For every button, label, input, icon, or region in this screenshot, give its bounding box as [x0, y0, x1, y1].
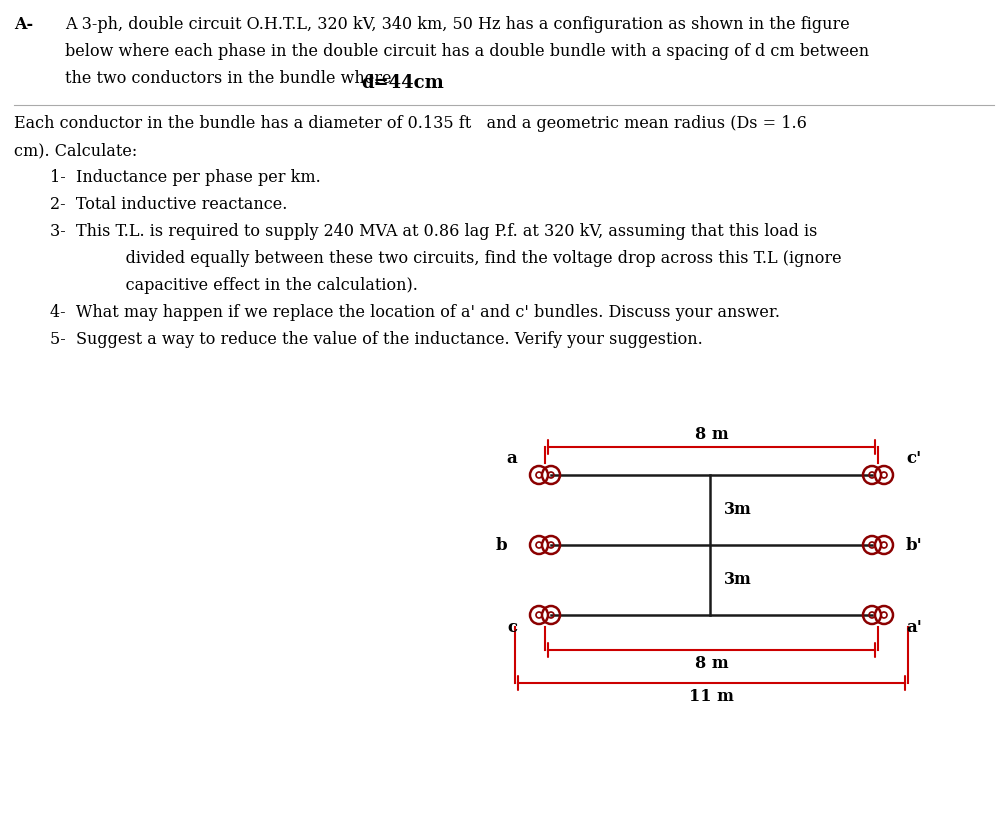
Text: 1-  Inductance per phase per km.: 1- Inductance per phase per km. [50, 169, 321, 186]
Text: 8 m: 8 m [695, 426, 729, 443]
Text: c: c [507, 619, 517, 636]
Text: b: b [495, 536, 507, 554]
Text: the two conductors in the bundle where: the two conductors in the bundle where [65, 70, 391, 87]
Text: 11 m: 11 m [689, 688, 734, 705]
Text: 8 m: 8 m [695, 655, 729, 672]
Text: 5-  Suggest a way to reduce the value of the inductance. Verify your suggestion.: 5- Suggest a way to reduce the value of … [50, 331, 703, 348]
Text: A-: A- [14, 16, 33, 33]
Text: 2-  Total inductive reactance.: 2- Total inductive reactance. [50, 196, 287, 213]
Text: below where each phase in the double circuit has a double bundle with a spacing : below where each phase in the double cir… [65, 43, 869, 60]
Text: a: a [506, 450, 517, 467]
Text: divided equally between these two circuits, find the voltage drop across this T.: divided equally between these two circui… [100, 250, 842, 267]
Text: d=44cm: d=44cm [361, 74, 444, 92]
Text: A 3-ph, double circuit O.H.T.L, 320 kV, 340 km, 50 Hz has a configuration as sho: A 3-ph, double circuit O.H.T.L, 320 kV, … [65, 16, 850, 33]
Text: b': b' [906, 536, 922, 554]
Text: cm). Calculate:: cm). Calculate: [14, 142, 137, 159]
Text: 3m: 3m [724, 571, 752, 589]
Text: 4-  What may happen if we replace the location of a' and c' bundles. Discuss you: 4- What may happen if we replace the loc… [50, 304, 780, 321]
Text: 3-  This T.L. is required to supply 240 MVA at 0.86 lag P.f. at 320 kV, assuming: 3- This T.L. is required to supply 240 M… [50, 223, 817, 240]
Text: Each conductor in the bundle has a diameter of 0.135 ft   and a geometric mean r: Each conductor in the bundle has a diame… [14, 115, 806, 132]
Text: c': c' [906, 450, 921, 467]
Text: 3m: 3m [724, 501, 752, 519]
Text: a': a' [906, 619, 922, 636]
Text: capacitive effect in the calculation).: capacitive effect in the calculation). [100, 277, 418, 294]
